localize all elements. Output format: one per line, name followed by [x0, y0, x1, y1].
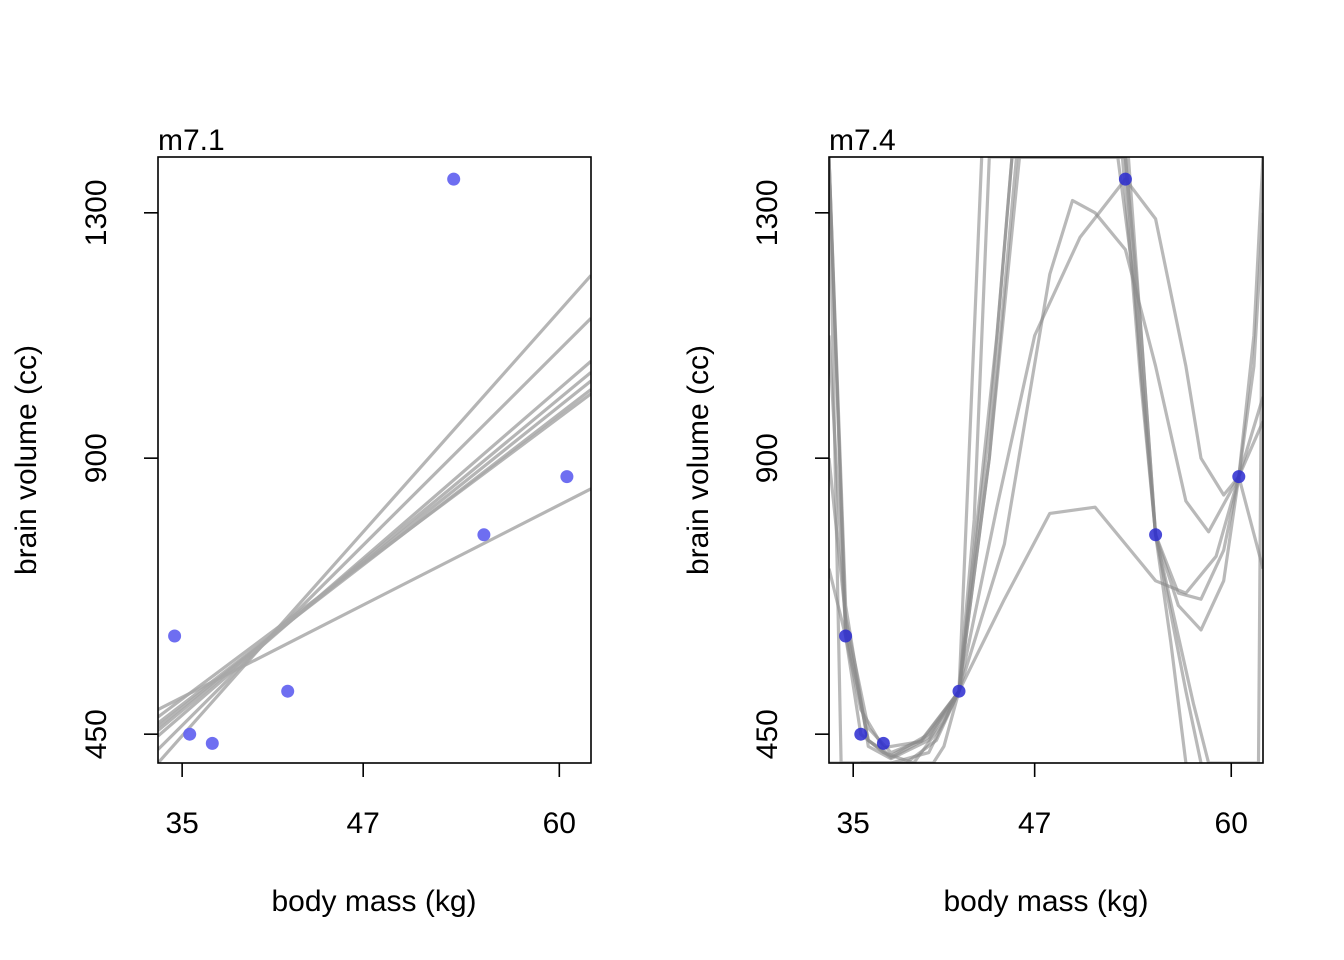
y-axis-label: brain volume (cc) — [10, 345, 43, 575]
data-point-6 — [560, 470, 574, 484]
y-tick-label-0: 450 — [751, 709, 784, 759]
data-point-4 — [1118, 172, 1132, 186]
data-points — [839, 172, 1246, 750]
data-point-5 — [1149, 528, 1163, 542]
data-point-0 — [168, 629, 182, 643]
y-tick-label-2: 1300 — [751, 179, 784, 246]
fit-line-1 — [158, 317, 591, 751]
fit-curve-1 — [829, 198, 1263, 755]
fit-line-2 — [158, 359, 591, 738]
y-tick-label-1: 900 — [80, 433, 113, 483]
data-point-0 — [839, 629, 853, 643]
x-tick-label-0: 35 — [837, 807, 870, 840]
fit-curve-8 — [860, 157, 984, 763]
plot-frame — [828, 156, 1264, 764]
y-tick-label-1: 900 — [751, 433, 784, 483]
x-tick-label-1: 47 — [346, 807, 379, 840]
data-points — [168, 172, 574, 750]
data-point-6 — [1232, 470, 1246, 484]
x-tick-label-0: 35 — [165, 807, 198, 840]
x-tick-label-1: 47 — [1018, 807, 1051, 840]
fit-line-7 — [158, 487, 591, 712]
y-axis: 450 900 1300 — [80, 179, 158, 759]
data-point-5 — [477, 528, 491, 542]
x-axis: 35 47 60 — [165, 763, 576, 840]
fit-lines — [158, 274, 591, 763]
x-axis: 35 47 60 — [837, 763, 1248, 840]
panel-m7-4: m7.4 35 47 60 450 900 1300 body mass (kg) br… — [682, 124, 1264, 918]
x-tick-label-2: 60 — [1215, 807, 1248, 840]
fit-curve-3 — [829, 157, 1263, 761]
data-point-3 — [952, 684, 966, 698]
x-axis-label: body mass (kg) — [943, 885, 1148, 918]
panel-title: m7.1 — [158, 124, 225, 157]
y-axis: 450 900 1300 — [751, 179, 829, 759]
y-tick-label-0: 450 — [80, 709, 113, 759]
data-point-1 — [854, 727, 868, 741]
y-axis-label: brain volume (cc) — [682, 345, 715, 575]
fit-line-6 — [158, 392, 591, 719]
fit-curves — [829, 157, 1263, 763]
y-tick-label-2: 1300 — [80, 179, 113, 246]
panel-m7-1: m7.1 35 47 60 450 900 1300 body mass (kg) br… — [10, 124, 592, 918]
plot-frame — [157, 156, 592, 764]
x-tick-label-2: 60 — [543, 807, 576, 840]
data-point-4 — [447, 172, 461, 186]
fit-line-0 — [158, 274, 591, 763]
data-point-2 — [876, 736, 890, 750]
fit-curve-5 — [829, 157, 1203, 763]
data-point-1 — [183, 727, 197, 741]
panel-title: m7.4 — [829, 124, 896, 157]
data-point-3 — [281, 684, 295, 698]
fit-curve-4 — [829, 157, 1263, 760]
fit-curve-7 — [829, 157, 1263, 763]
data-point-2 — [205, 736, 219, 750]
fit-curve-2 — [829, 177, 1263, 758]
x-axis-label: body mass (kg) — [271, 885, 476, 918]
